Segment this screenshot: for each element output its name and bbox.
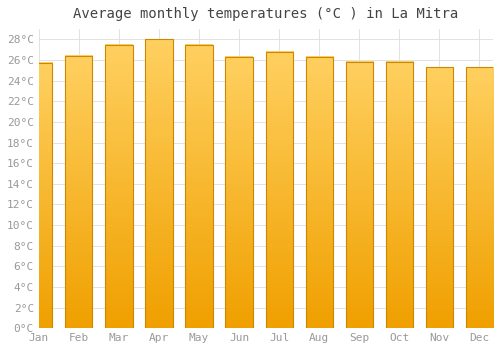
Bar: [306, 57, 333, 328]
Bar: [346, 62, 373, 328]
Bar: [106, 44, 132, 328]
Bar: [186, 44, 212, 328]
Bar: [25, 63, 52, 328]
Bar: [65, 56, 92, 328]
Title: Average monthly temperatures (°C ) in La Mitra: Average monthly temperatures (°C ) in La…: [74, 7, 458, 21]
Bar: [466, 67, 493, 328]
Bar: [426, 67, 453, 328]
Bar: [146, 39, 172, 328]
Bar: [226, 57, 252, 328]
Bar: [266, 52, 293, 328]
Bar: [386, 62, 413, 328]
